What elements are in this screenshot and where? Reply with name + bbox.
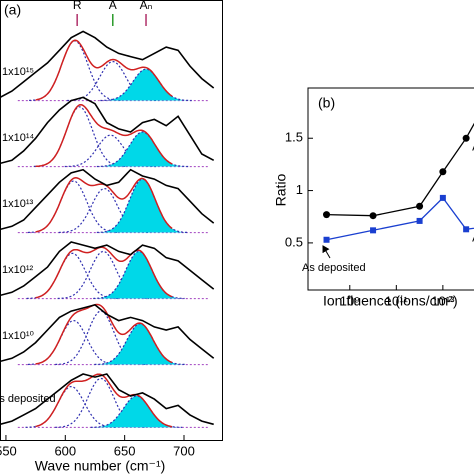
fit-curve [35,373,173,428]
component [29,40,121,101]
spectrum-label: 1x10¹³ [2,198,34,210]
point [463,226,470,233]
component [96,131,189,168]
point [439,168,447,176]
panel-b-title: (b) [318,95,335,111]
y-tick-label: 0.5 [285,234,303,249]
fit-curve [35,39,173,101]
fit-curve [35,246,173,299]
x-axis-title-b: Ion fluence (ions/cm²) [323,293,458,309]
component [33,106,126,167]
peak-label: Aₙ [140,0,153,12]
spectrum [0,168,215,231]
spectrum [0,373,214,426]
x-tick-label: 700 [173,443,195,458]
series-line [326,196,474,241]
series-line [326,122,474,217]
spectrum-label: 1x10¹² [2,264,34,276]
fit-curve [35,103,173,168]
filled-component [96,179,189,233]
spectrum-label: 1x10¹⁴ [2,132,35,144]
x-tick-label: 10⁹ [340,293,360,308]
x-tick-label: 650 [114,443,136,458]
fit-curve [35,303,173,365]
point [462,134,470,142]
x-axis-title-a: Wave number (cm⁻¹) [35,458,166,474]
spectrum [0,304,215,363]
spectrum-label: 1x10¹⁰ [2,330,35,342]
annotation: As deposited [302,262,366,274]
series-label: A [472,139,474,153]
x-tick-label: 550 [0,443,17,458]
point [416,202,424,210]
spectrum [0,30,215,99]
spectrum [0,96,215,165]
spectrum-label: 1x10¹⁵ [2,66,34,78]
point [370,227,377,234]
filled-component [90,396,183,428]
annotation-arrow [322,245,331,259]
peak-label: A [109,0,117,12]
filled-component [100,69,192,101]
point [416,217,423,224]
peak-label: R [73,0,82,12]
filled-component [93,251,185,299]
series-label: A [472,230,474,244]
point [323,236,330,243]
x-tick-label: 600 [54,443,76,458]
component [27,320,120,366]
filled-component [94,323,186,365]
filled-component [96,132,189,167]
frame-b [307,87,474,291]
y-tick-label: 1.5 [285,130,303,145]
component [26,252,119,300]
point [369,212,377,220]
x-tick-label: 10¹¹ [385,293,409,308]
y-axis-title-b: Ratio [273,173,289,206]
component [27,180,120,234]
component [25,386,117,428]
point [323,211,331,219]
frame-a [0,0,223,441]
x-tick-label: 10¹³ [431,293,455,308]
y-tick-label: 1 [296,182,303,197]
spectrum [0,241,215,297]
spectrum-label: As deposited [0,393,56,405]
point [439,194,446,201]
panel-a-title: (a) [4,2,21,18]
